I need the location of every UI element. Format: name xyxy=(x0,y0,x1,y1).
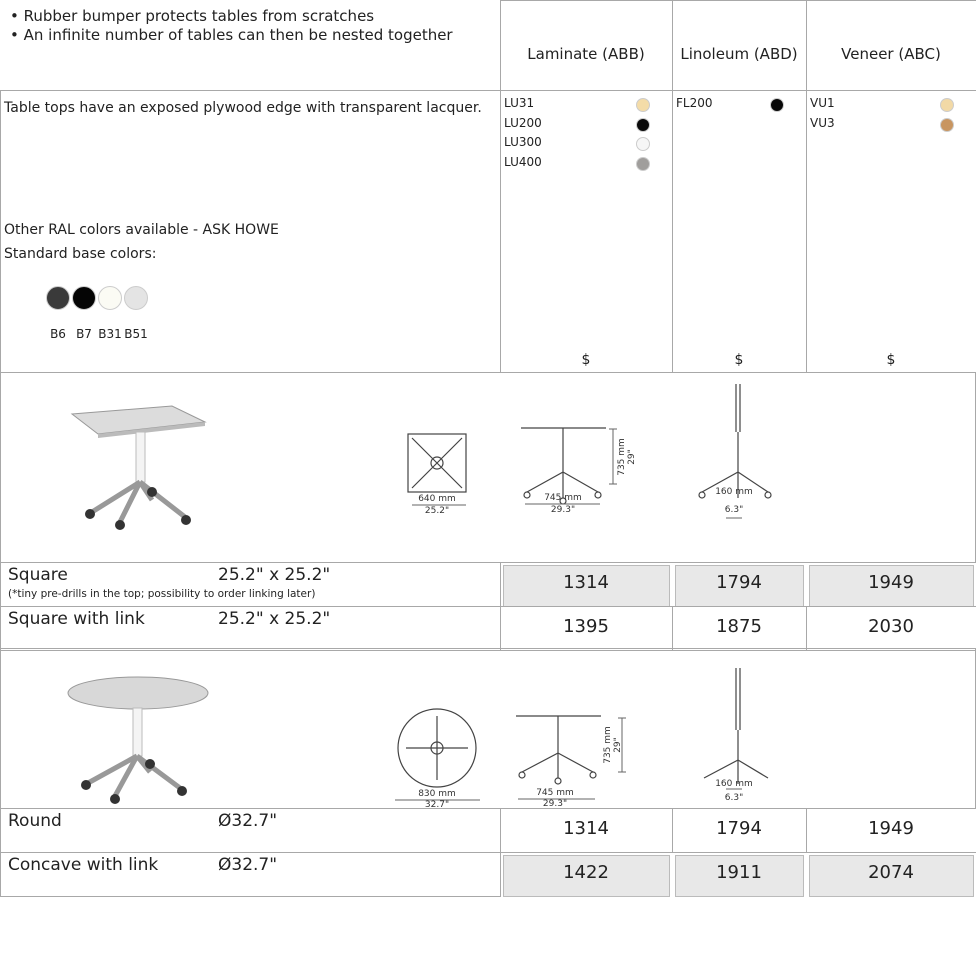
finish-code: VU3 xyxy=(810,115,835,130)
dimension: 29" xyxy=(613,737,623,753)
price: 2030 xyxy=(868,616,914,637)
base-code: B6 xyxy=(50,327,66,341)
column-header: Veneer (ABC) xyxy=(841,45,941,63)
price: 1949 xyxy=(868,818,914,839)
product-size: 25.2" x 25.2" xyxy=(218,609,331,629)
round-drawings: 830 mm 32.7" 745 mm 29.3" 735 mm 29" 160… xyxy=(67,668,769,808)
finish-swatch xyxy=(636,156,650,171)
product-note: (*tiny pre-drills in the top; possibilit… xyxy=(8,588,316,600)
price: 1314 xyxy=(563,818,609,839)
product-cell xyxy=(0,852,501,897)
dimension: 6.3" xyxy=(725,505,743,515)
price: 1911 xyxy=(716,862,762,883)
dimension: 25.2" xyxy=(425,506,449,516)
product-name: Square with link xyxy=(8,609,145,629)
dimension: 735 mm xyxy=(617,438,627,476)
finish-code: FL200 xyxy=(676,96,713,110)
dimension: 830 mm xyxy=(418,789,456,799)
square-drawings: 640 mm 25.2" 745 mm 29.3" 735 mm 29" 160… xyxy=(70,384,772,530)
price: 1422 xyxy=(563,862,609,883)
dimension: 160 mm xyxy=(715,487,753,497)
base-swatch xyxy=(46,286,70,310)
finish-swatch xyxy=(636,98,650,112)
base-colors-label: Standard base colors: xyxy=(4,246,157,262)
dimension: 735 mm xyxy=(603,726,613,764)
dimension: 6.3" xyxy=(725,793,743,803)
column-header: Linoleum (ABD) xyxy=(680,45,798,63)
price-symbol: $ xyxy=(581,352,591,368)
price-cell xyxy=(806,606,976,651)
price-cell xyxy=(806,808,976,853)
finish-swatch xyxy=(636,117,650,132)
finish-swatch xyxy=(940,98,954,112)
bullet: • An infinite number of tables can then … xyxy=(10,26,453,44)
finish-code: VU1 xyxy=(810,96,835,110)
base-code: B31 xyxy=(98,327,122,341)
base-swatch xyxy=(72,286,96,310)
dimension: 640 mm xyxy=(418,494,456,504)
dimension: 745 mm xyxy=(536,788,574,798)
price-cell xyxy=(675,855,804,897)
finish-swatch xyxy=(940,117,954,132)
price-cell xyxy=(809,565,974,607)
finish-cell xyxy=(672,90,807,373)
base-code: B7 xyxy=(76,327,92,341)
finish-swatch xyxy=(636,137,650,151)
dimension: 160 mm xyxy=(715,779,753,789)
price-symbol: $ xyxy=(734,352,744,368)
base-code: B51 xyxy=(124,327,148,341)
price: 1875 xyxy=(716,616,762,637)
price: 1794 xyxy=(716,572,762,593)
price: 1314 xyxy=(563,572,609,593)
price-cell xyxy=(809,855,974,897)
dimension: 29.3" xyxy=(543,799,567,808)
product-name: Concave with link xyxy=(8,855,159,875)
column-header: Laminate (ABB) xyxy=(527,45,645,63)
price: 2074 xyxy=(868,862,914,883)
dimension: 745 mm xyxy=(544,493,582,503)
dimension: 32.7" xyxy=(425,800,449,808)
finish-code: LU200 xyxy=(504,115,542,130)
price: 1794 xyxy=(716,818,762,839)
column-header-cell xyxy=(806,0,976,91)
product-size: 25.2" x 25.2" xyxy=(218,565,331,585)
product-size: Ø32.7" xyxy=(218,811,278,831)
drawing-cell xyxy=(0,372,976,563)
bullet: • Rubber bumper protects tables from scr… xyxy=(10,7,375,25)
price-cell xyxy=(503,855,670,897)
price-symbol: $ xyxy=(886,352,896,368)
drawing-cell xyxy=(0,648,976,809)
finish-code: LU400 xyxy=(504,154,542,169)
finish-code: LU31 xyxy=(504,96,535,110)
price: 1949 xyxy=(868,572,914,593)
description: Table tops have an exposed plywood edge … xyxy=(4,100,482,116)
other-colors: Other RAL colors available - ASK HOWE xyxy=(4,222,279,238)
product-name: Square xyxy=(8,565,68,585)
price-cell xyxy=(675,565,804,607)
base-swatch xyxy=(98,286,122,310)
price: 1395 xyxy=(563,616,609,637)
product-size: Ø32.7" xyxy=(218,855,278,875)
dimension: 29.3" xyxy=(551,505,575,515)
base-swatch xyxy=(124,286,148,310)
finish-swatch xyxy=(770,98,784,112)
finish-cell xyxy=(806,90,976,373)
dimension: 29" xyxy=(627,449,637,465)
product-name: Round xyxy=(8,811,62,831)
finish-code: LU300 xyxy=(504,135,542,149)
finish-cell xyxy=(500,90,673,373)
